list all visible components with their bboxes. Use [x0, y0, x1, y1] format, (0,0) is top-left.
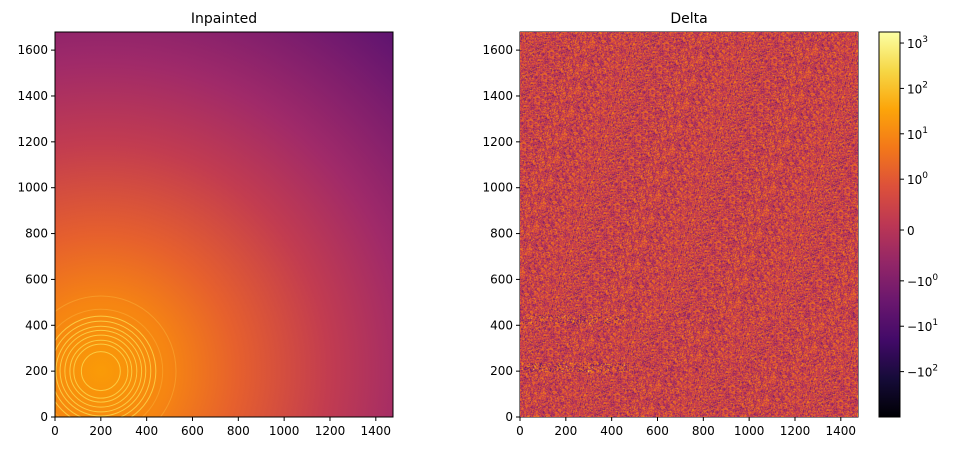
left-title: Inpainted — [191, 11, 257, 27]
left-ytick-label: 0 — [40, 410, 48, 424]
left-xtick-label: 800 — [227, 424, 250, 438]
left-image — [55, 32, 393, 417]
right-ytick-label: 800 — [490, 227, 513, 241]
right-ytick-label: 1000 — [482, 181, 513, 195]
left-xtick-label: 1000 — [269, 424, 300, 438]
right-xtick-label: 1200 — [780, 424, 811, 438]
ring — [59, 329, 143, 413]
colorbar-tick-label: −100 — [907, 273, 938, 289]
right-ytick-label: 1200 — [482, 135, 513, 149]
left-xtick-label: 1400 — [361, 424, 392, 438]
right-xtick-label: 1000 — [734, 424, 765, 438]
left-ytick-label: 800 — [25, 227, 48, 241]
colorbar-tick-label: 0 — [907, 224, 915, 238]
left-ytick-label: 1400 — [17, 89, 48, 103]
colorbar-tick-label: 103 — [907, 35, 928, 51]
delta-image — [520, 32, 858, 417]
left-ytick-label: 1000 — [17, 181, 48, 195]
colorbar-tick-label: 100 — [907, 171, 928, 187]
right-xtick-label: 1400 — [826, 424, 857, 438]
left-ytick-label: 200 — [25, 364, 48, 378]
left-xtick-label: 200 — [89, 424, 112, 438]
right-ytick-label: 1400 — [482, 89, 513, 103]
ring — [55, 315, 157, 417]
left-xtick-label: 0 — [51, 424, 59, 438]
right-xtick-label: 200 — [554, 424, 577, 438]
ring — [55, 308, 164, 417]
ring — [73, 343, 129, 399]
left-ytick-label: 1200 — [17, 135, 48, 149]
colorbar-tick-label: −101 — [907, 318, 938, 334]
ring — [55, 325, 147, 417]
colorbar-tick-label: 101 — [907, 126, 928, 142]
left-xtick-label: 1200 — [315, 424, 346, 438]
right-xtick-label: 600 — [646, 424, 669, 438]
right-xtick-label: 800 — [692, 424, 715, 438]
ring — [80, 351, 121, 392]
ring — [55, 320, 152, 417]
left-ytick-label: 600 — [25, 272, 48, 286]
right-title: Delta — [670, 11, 707, 27]
left-ytick-label: 400 — [25, 318, 48, 332]
ring — [69, 339, 133, 403]
right-ytick-label: 200 — [490, 364, 513, 378]
right-ytick-label: 400 — [490, 318, 513, 332]
left-xtick-label: 600 — [181, 424, 204, 438]
ring — [55, 295, 177, 417]
right-ytick-label: 1600 — [482, 43, 513, 57]
colorbar-tick-label: 102 — [907, 80, 928, 96]
colorbar-tick-label: −102 — [907, 364, 938, 380]
right-ytick-label: 600 — [490, 272, 513, 286]
left-ytick-label: 1600 — [17, 43, 48, 57]
left-xtick-label: 400 — [135, 424, 158, 438]
right-xtick-label: 0 — [516, 424, 524, 438]
colorbar — [878, 31, 901, 418]
left-axes-frame — [54, 31, 394, 418]
right-xtick-label: 400 — [600, 424, 623, 438]
right-ytick-label: 0 — [505, 410, 513, 424]
ring — [64, 334, 138, 408]
